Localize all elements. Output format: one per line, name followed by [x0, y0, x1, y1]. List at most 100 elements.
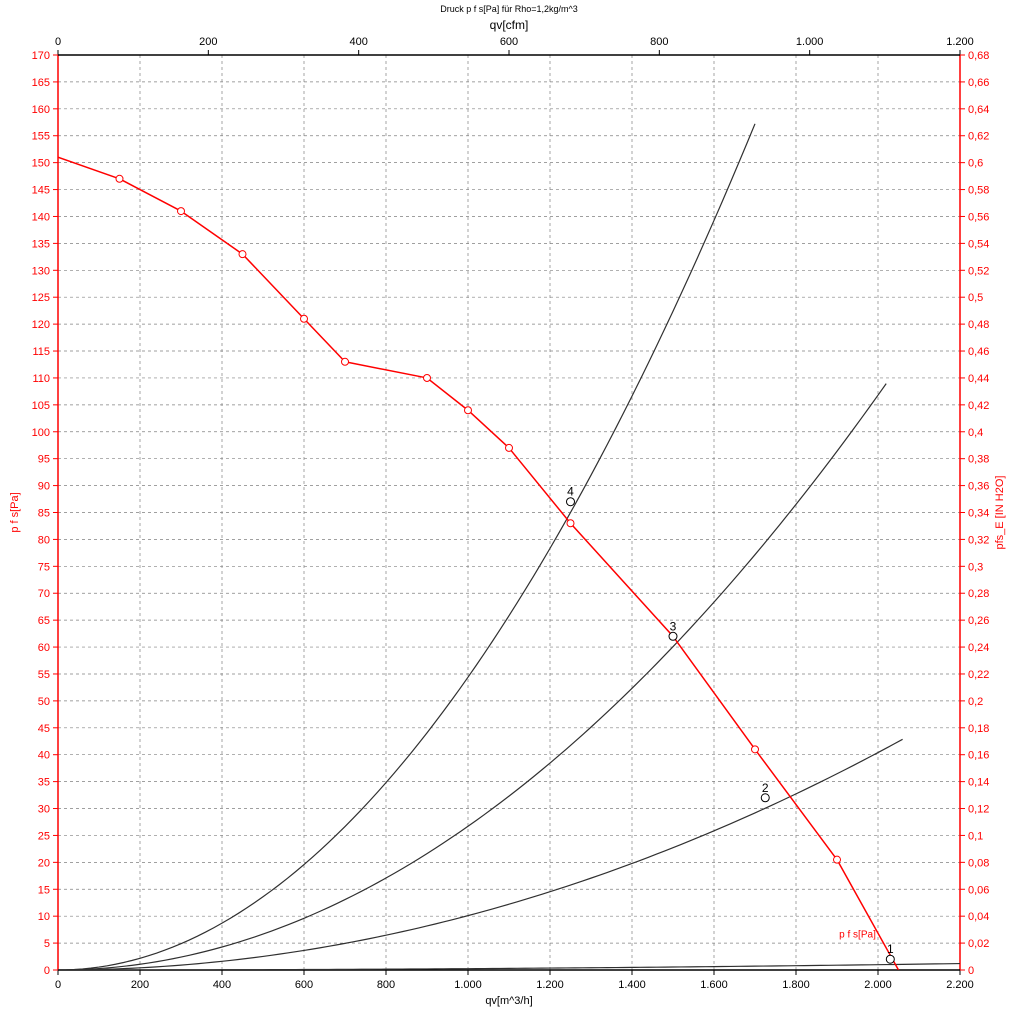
tick-right: 0 [968, 965, 974, 977]
tick-right: 0,68 [968, 50, 989, 62]
tick-right: 0,16 [968, 750, 989, 762]
tick-left: 40 [38, 750, 50, 762]
tick-left: 155 [32, 131, 50, 143]
tick-right: 0,08 [968, 857, 989, 869]
tick-left: 30 [38, 804, 50, 816]
tick-right: 0,24 [968, 642, 989, 654]
tick-left: 105 [32, 400, 50, 412]
fan-curve-marker [178, 208, 185, 215]
tick-bottom: 1.600 [700, 979, 728, 991]
tick-top: 600 [500, 36, 518, 48]
tick-left: 120 [32, 319, 50, 331]
system-curve-label-2: 2 [762, 781, 769, 795]
tick-right: 0,26 [968, 615, 989, 627]
tick-left: 25 [38, 830, 50, 842]
tick-bottom: 600 [295, 979, 313, 991]
fan-curve-marker [424, 374, 431, 381]
tick-top: 200 [199, 36, 217, 48]
tick-left: 150 [32, 158, 50, 170]
tick-left: 20 [38, 857, 50, 869]
tick-right: 0,5 [968, 292, 983, 304]
tick-right: 0,14 [968, 777, 989, 789]
fan-curve-marker [301, 315, 308, 322]
system-curve-marker-1 [886, 955, 894, 963]
tick-right: 0,66 [968, 77, 989, 89]
tick-left: 50 [38, 696, 50, 708]
fan-curve-marker [834, 856, 841, 863]
axis-right-label: pfs_E [IN H2O] [994, 476, 1006, 550]
tick-right: 0,18 [968, 723, 989, 735]
tick-left: 125 [32, 292, 50, 304]
tick-bottom: 1.400 [618, 979, 646, 991]
tick-right: 0,58 [968, 185, 989, 197]
tick-right: 0,62 [968, 131, 989, 143]
tick-right: 0,2 [968, 696, 983, 708]
fan-pressure-chart: Druck p f s[Pa] für Rho=1,2kg/m^30200400… [0, 0, 1013, 1024]
tick-bottom: 800 [377, 979, 395, 991]
fan-curve-marker [239, 251, 246, 258]
fan-curve-marker [465, 407, 472, 414]
tick-left: 135 [32, 238, 50, 250]
tick-bottom: 1.000 [454, 979, 482, 991]
tick-left: 75 [38, 561, 50, 573]
tick-right: 0,38 [968, 454, 989, 466]
tick-right: 0,52 [968, 265, 989, 277]
tick-right: 0,54 [968, 238, 989, 250]
axis-left-label: p f s[Pa] [9, 492, 21, 532]
tick-right: 0,64 [968, 104, 989, 116]
tick-bottom: 1.200 [536, 979, 564, 991]
tick-top: 1.000 [796, 36, 824, 48]
tick-left: 45 [38, 723, 50, 735]
tick-left: 100 [32, 427, 50, 439]
system-curve-4 [58, 124, 755, 970]
chart-title: Druck p f s[Pa] für Rho=1,2kg/m^3 [440, 4, 578, 14]
fan-curve-marker [342, 358, 349, 365]
tick-right: 0,28 [968, 588, 989, 600]
system-curve-label-1: 1 [887, 942, 894, 956]
system-curve-marker-3 [669, 632, 677, 640]
tick-right: 0,44 [968, 373, 989, 385]
tick-bottom: 200 [131, 979, 149, 991]
fan-curve-end-label: p f s[Pa] [839, 930, 876, 941]
tick-left: 165 [32, 77, 50, 89]
tick-left: 130 [32, 265, 50, 277]
system-curve-label-3: 3 [670, 619, 677, 633]
tick-right: 0,22 [968, 669, 989, 681]
tick-left: 90 [38, 481, 50, 493]
tick-right: 0,12 [968, 804, 989, 816]
tick-right: 0,34 [968, 508, 989, 520]
tick-right: 0,6 [968, 158, 983, 170]
tick-bottom: 0 [55, 979, 61, 991]
tick-left: 80 [38, 534, 50, 546]
tick-right: 0,56 [968, 211, 989, 223]
tick-bottom: 2.200 [946, 979, 974, 991]
tick-bottom: 2.000 [864, 979, 892, 991]
tick-right: 0,04 [968, 911, 989, 923]
tick-left: 115 [32, 346, 50, 358]
system-curve-marker-2 [761, 794, 769, 802]
tick-left: 35 [38, 777, 50, 789]
axis-bottom-label: qv[m^3/h] [485, 995, 532, 1007]
system-curve-2 [58, 739, 903, 970]
tick-left: 140 [32, 211, 50, 223]
tick-bottom: 1.800 [782, 979, 810, 991]
tick-right: 0,36 [968, 481, 989, 493]
system-curve-3 [58, 384, 886, 970]
tick-left: 65 [38, 615, 50, 627]
tick-left: 10 [38, 911, 50, 923]
tick-top: 400 [349, 36, 367, 48]
tick-left: 55 [38, 669, 50, 681]
tick-left: 0 [44, 965, 50, 977]
tick-left: 5 [44, 938, 50, 950]
system-curve-marker-4 [567, 498, 575, 506]
tick-right: 0,3 [968, 561, 983, 573]
tick-right: 0,48 [968, 319, 989, 331]
tick-top: 0 [55, 36, 61, 48]
tick-top: 800 [650, 36, 668, 48]
tick-right: 0,4 [968, 427, 983, 439]
system-curve-label-4: 4 [567, 485, 574, 499]
tick-left: 85 [38, 508, 50, 520]
fan-curve-marker [752, 746, 759, 753]
tick-right: 0,32 [968, 534, 989, 546]
fan-curve-marker [116, 175, 123, 182]
